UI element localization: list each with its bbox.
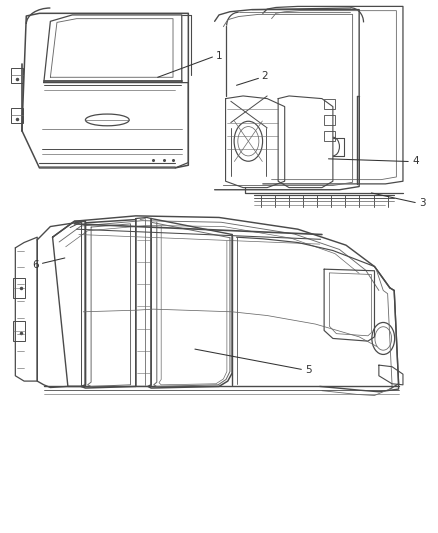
Text: 5: 5 (305, 366, 312, 375)
Bar (13, 278, 25, 298)
Bar (324, 99, 335, 109)
Text: 2: 2 (261, 71, 268, 81)
Text: 3: 3 (419, 198, 426, 207)
Text: 6: 6 (32, 260, 39, 270)
Bar (324, 131, 335, 141)
Text: 1: 1 (215, 51, 223, 61)
Bar (13, 321, 25, 341)
Text: 4: 4 (413, 157, 420, 166)
Bar (324, 115, 335, 125)
